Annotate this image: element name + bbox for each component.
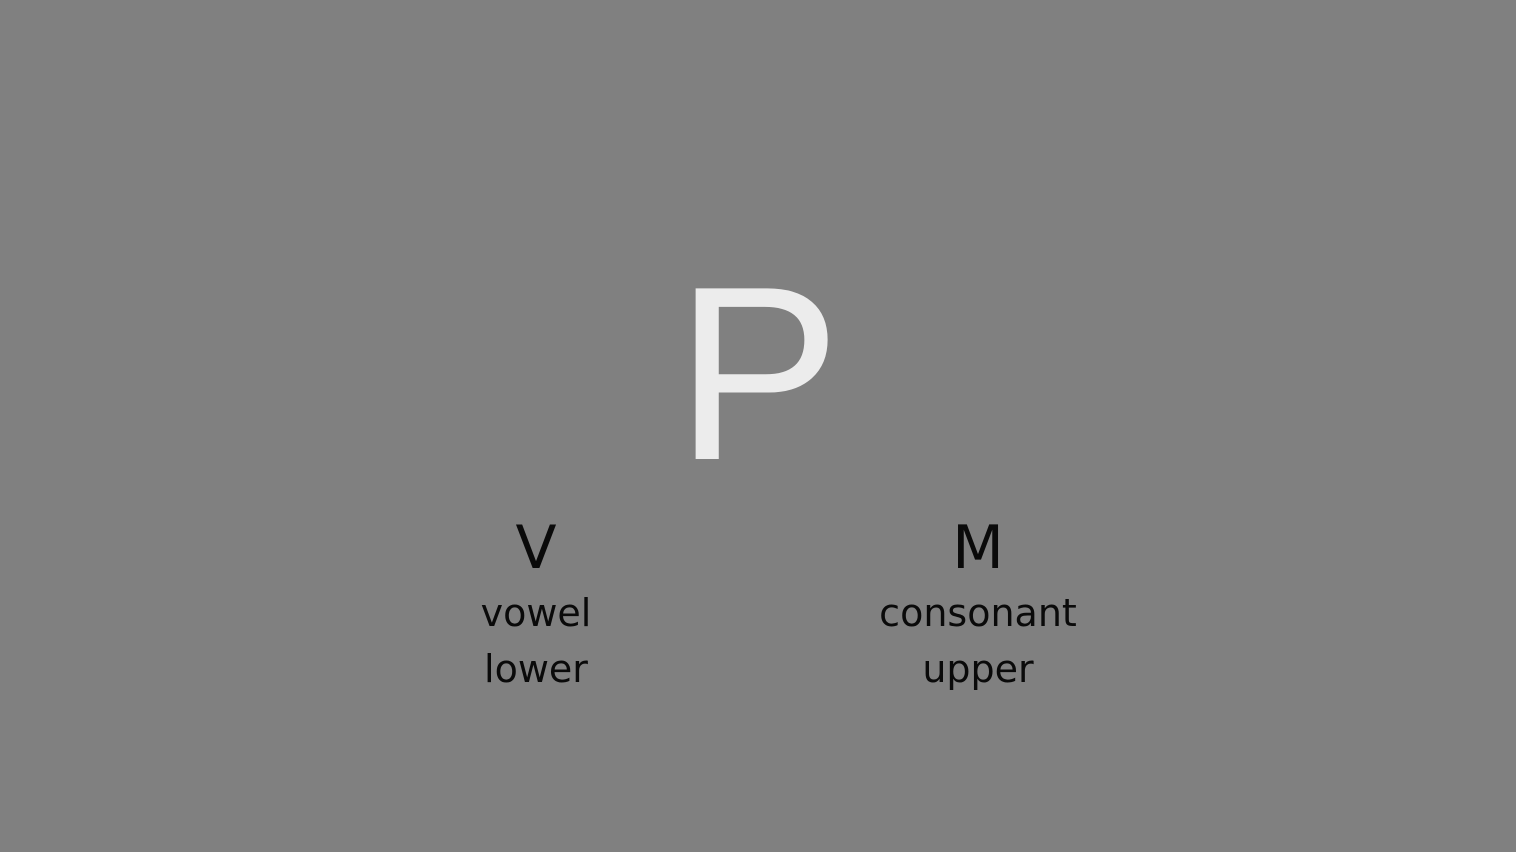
left-response-key: V xyxy=(515,513,557,583)
left-response-label-1: vowel xyxy=(480,591,592,635)
right-response-label-2: upper xyxy=(922,647,1034,691)
left-response-label-2: lower xyxy=(484,647,588,691)
stimulus-letter: P xyxy=(675,234,841,512)
right-response-label-1: consonant xyxy=(879,591,1077,635)
left-response-option: V vowel lower xyxy=(406,512,666,696)
right-response-option: M consonant upper xyxy=(848,512,1108,696)
right-response-key: M xyxy=(952,513,1004,583)
